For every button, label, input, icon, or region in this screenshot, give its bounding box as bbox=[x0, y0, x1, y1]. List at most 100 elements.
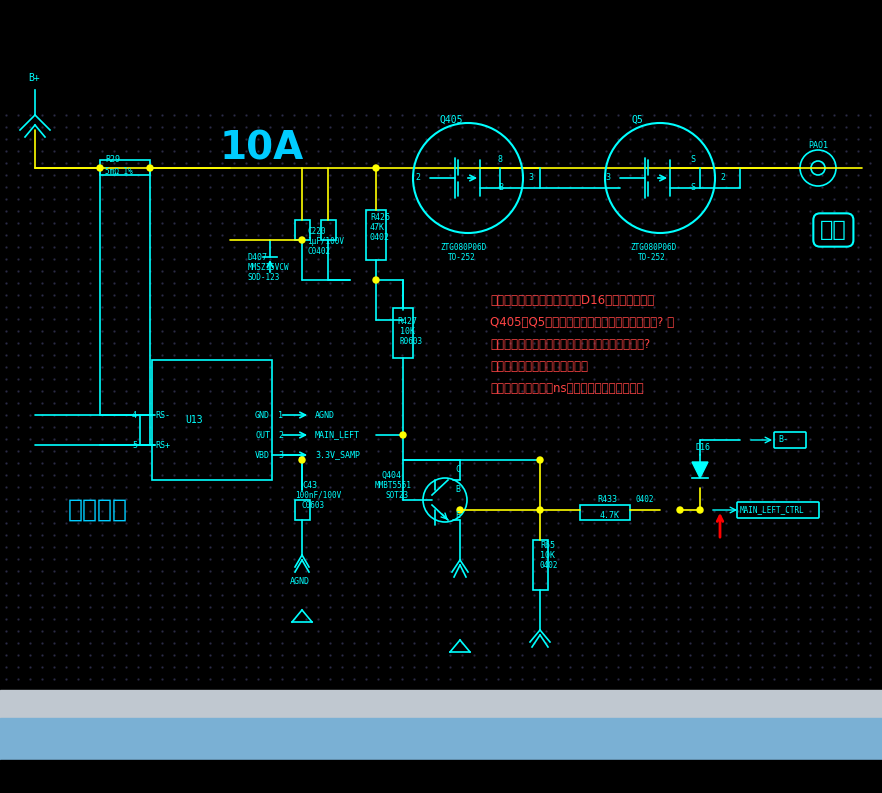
Point bbox=[515, 408, 529, 421]
Point bbox=[815, 420, 829, 433]
Point bbox=[623, 157, 637, 170]
Point bbox=[179, 193, 193, 205]
Point bbox=[755, 408, 769, 421]
Point bbox=[719, 396, 733, 409]
Point bbox=[791, 637, 805, 649]
Point bbox=[179, 109, 193, 121]
Point bbox=[251, 205, 265, 217]
Point bbox=[863, 684, 877, 697]
Point bbox=[851, 385, 865, 397]
Point bbox=[443, 433, 457, 446]
Point bbox=[635, 588, 649, 601]
Point bbox=[11, 157, 25, 170]
Point bbox=[683, 228, 697, 241]
Point bbox=[479, 253, 493, 266]
Point bbox=[659, 433, 673, 446]
Point bbox=[839, 433, 853, 446]
Point bbox=[71, 216, 85, 229]
Point bbox=[47, 349, 61, 362]
Point bbox=[719, 625, 733, 638]
Point bbox=[767, 780, 781, 793]
Point bbox=[359, 709, 373, 722]
Point bbox=[707, 529, 721, 542]
Point bbox=[695, 757, 709, 769]
Point bbox=[155, 277, 169, 289]
Point bbox=[623, 109, 637, 121]
Point bbox=[167, 324, 181, 337]
Point bbox=[83, 661, 97, 673]
Point bbox=[359, 588, 373, 601]
Point bbox=[767, 529, 781, 542]
Text: VBD: VBD bbox=[255, 450, 270, 459]
Point bbox=[191, 637, 205, 649]
Point bbox=[635, 121, 649, 133]
Point bbox=[779, 361, 793, 374]
Point bbox=[515, 469, 529, 481]
Point bbox=[611, 144, 625, 157]
Point bbox=[215, 588, 229, 601]
Point bbox=[695, 132, 709, 145]
Point bbox=[359, 457, 373, 469]
Point bbox=[395, 109, 409, 121]
Point bbox=[527, 349, 541, 362]
Bar bbox=[580, 505, 630, 520]
Point bbox=[791, 312, 805, 325]
Point bbox=[179, 697, 193, 710]
Point bbox=[323, 277, 337, 289]
Point bbox=[731, 757, 745, 769]
Point bbox=[827, 240, 841, 253]
Point bbox=[851, 684, 865, 697]
Point bbox=[239, 373, 253, 385]
Point bbox=[347, 144, 361, 157]
Point bbox=[431, 457, 445, 469]
Point bbox=[851, 121, 865, 133]
Point bbox=[0, 373, 13, 385]
Point bbox=[371, 577, 385, 589]
Point bbox=[455, 565, 469, 577]
Point bbox=[551, 649, 565, 661]
Point bbox=[719, 672, 733, 685]
Point bbox=[827, 553, 841, 565]
Point bbox=[395, 433, 409, 446]
Point bbox=[467, 289, 481, 301]
Point bbox=[359, 553, 373, 565]
Point bbox=[623, 181, 637, 193]
Point bbox=[479, 121, 493, 133]
Point bbox=[599, 469, 613, 481]
Point bbox=[647, 181, 661, 193]
Point bbox=[83, 733, 97, 745]
Point bbox=[719, 697, 733, 710]
Point bbox=[287, 780, 301, 793]
Point bbox=[239, 361, 253, 374]
Point bbox=[479, 733, 493, 745]
Point bbox=[671, 697, 685, 710]
Point bbox=[551, 541, 565, 554]
Point bbox=[347, 301, 361, 313]
Point bbox=[71, 709, 85, 722]
Point bbox=[155, 481, 169, 493]
Point bbox=[107, 144, 121, 157]
Point bbox=[23, 121, 37, 133]
Point bbox=[83, 324, 97, 337]
Point bbox=[239, 529, 253, 542]
Point bbox=[239, 541, 253, 554]
Point bbox=[275, 373, 289, 385]
Point bbox=[563, 469, 577, 481]
Point bbox=[95, 445, 109, 458]
Point bbox=[611, 181, 625, 193]
Point bbox=[731, 121, 745, 133]
Point bbox=[167, 144, 181, 157]
Point bbox=[815, 697, 829, 710]
Point bbox=[59, 121, 73, 133]
Point bbox=[215, 144, 229, 157]
Point bbox=[707, 588, 721, 601]
Point bbox=[491, 312, 505, 325]
Point bbox=[239, 132, 253, 145]
Point bbox=[503, 181, 517, 193]
Point bbox=[467, 433, 481, 446]
Point bbox=[215, 301, 229, 313]
Point bbox=[695, 433, 709, 446]
Point bbox=[587, 144, 601, 157]
Point bbox=[515, 600, 529, 613]
Point bbox=[215, 504, 229, 517]
